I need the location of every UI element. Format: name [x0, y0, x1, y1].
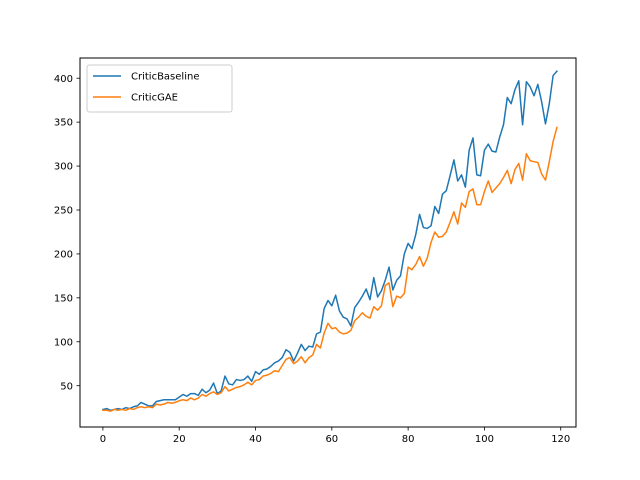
series-line-criticbaseline	[101, 70, 558, 412]
x-tick-label: 40	[249, 434, 262, 445]
y-tick-label: 50	[60, 381, 73, 392]
y-axis: 50 100 150 200 250 300 350 400	[54, 74, 80, 392]
legend: CriticBaseline CriticGAE	[86, 64, 233, 113]
x-tick-label: 20	[173, 434, 186, 445]
x-tick-label: 80	[402, 434, 415, 445]
y-tick-label: 200	[54, 250, 73, 261]
series-line-criticgae	[102, 126, 558, 412]
y-tick-label: 250	[54, 206, 73, 217]
y-tick-label: 300	[54, 162, 73, 173]
legend-label: CriticBaseline	[131, 72, 199, 83]
y-tick-label: 400	[54, 74, 73, 85]
x-tick-label: 0	[100, 434, 106, 445]
x-tick-label: 120	[551, 434, 570, 445]
x-axis: 0 20 40 60 80 100 120	[100, 427, 570, 445]
series-layer	[101, 70, 558, 412]
y-tick-label: 100	[54, 337, 73, 348]
legend-label: CriticGAE	[131, 93, 178, 104]
x-tick-label: 60	[325, 434, 338, 445]
plot-frame	[79, 57, 577, 428]
y-tick-label: 350	[54, 118, 73, 129]
y-tick-label: 150	[54, 293, 73, 304]
x-tick-label: 100	[475, 434, 494, 445]
legend-box	[86, 64, 233, 113]
